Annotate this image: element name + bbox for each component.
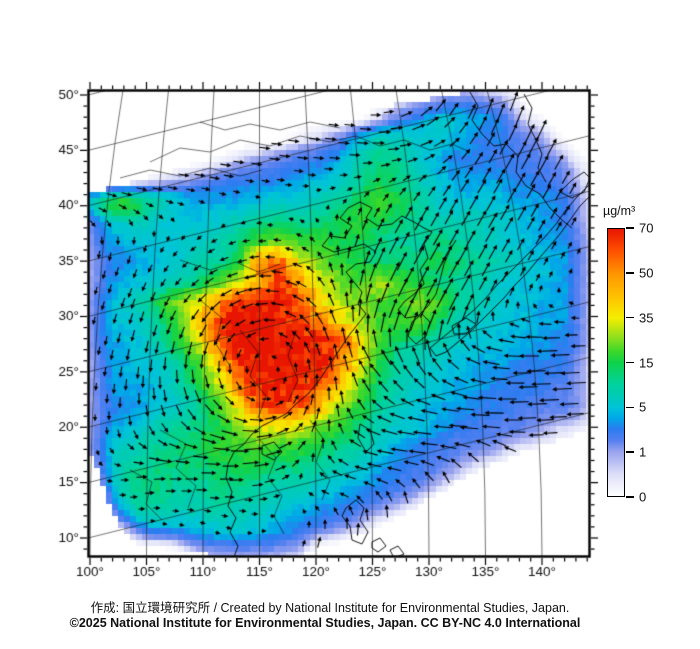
- pm25-map-canvas: [0, 0, 700, 590]
- footer-copyright: ©2025 National Institute for Environment…: [69, 616, 581, 630]
- footer-credit: 作成: 国立環境研究所 / Created by National Instit…: [90, 601, 570, 615]
